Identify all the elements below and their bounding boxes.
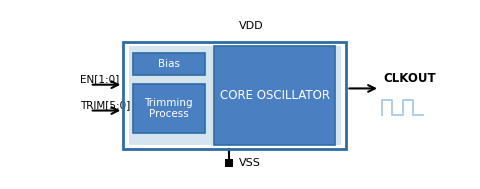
Bar [132, 84, 205, 133]
Text: TRIM[5:0]: TRIM[5:0] [81, 100, 131, 110]
Bar [129, 46, 341, 145]
Text: CLKOUT: CLKOUT [384, 72, 436, 85]
Bar [225, 159, 233, 167]
Bar [123, 42, 347, 149]
Text: EN[1:0]: EN[1:0] [81, 75, 120, 85]
Bar [132, 53, 205, 75]
Text: Trimming
Process: Trimming Process [144, 98, 193, 119]
Text: Bias: Bias [158, 59, 180, 69]
Bar [215, 46, 335, 145]
Text: VDD: VDD [239, 21, 263, 31]
Text: CORE OSCILLATOR: CORE OSCILLATOR [220, 89, 330, 102]
Text: VSS: VSS [239, 158, 261, 168]
